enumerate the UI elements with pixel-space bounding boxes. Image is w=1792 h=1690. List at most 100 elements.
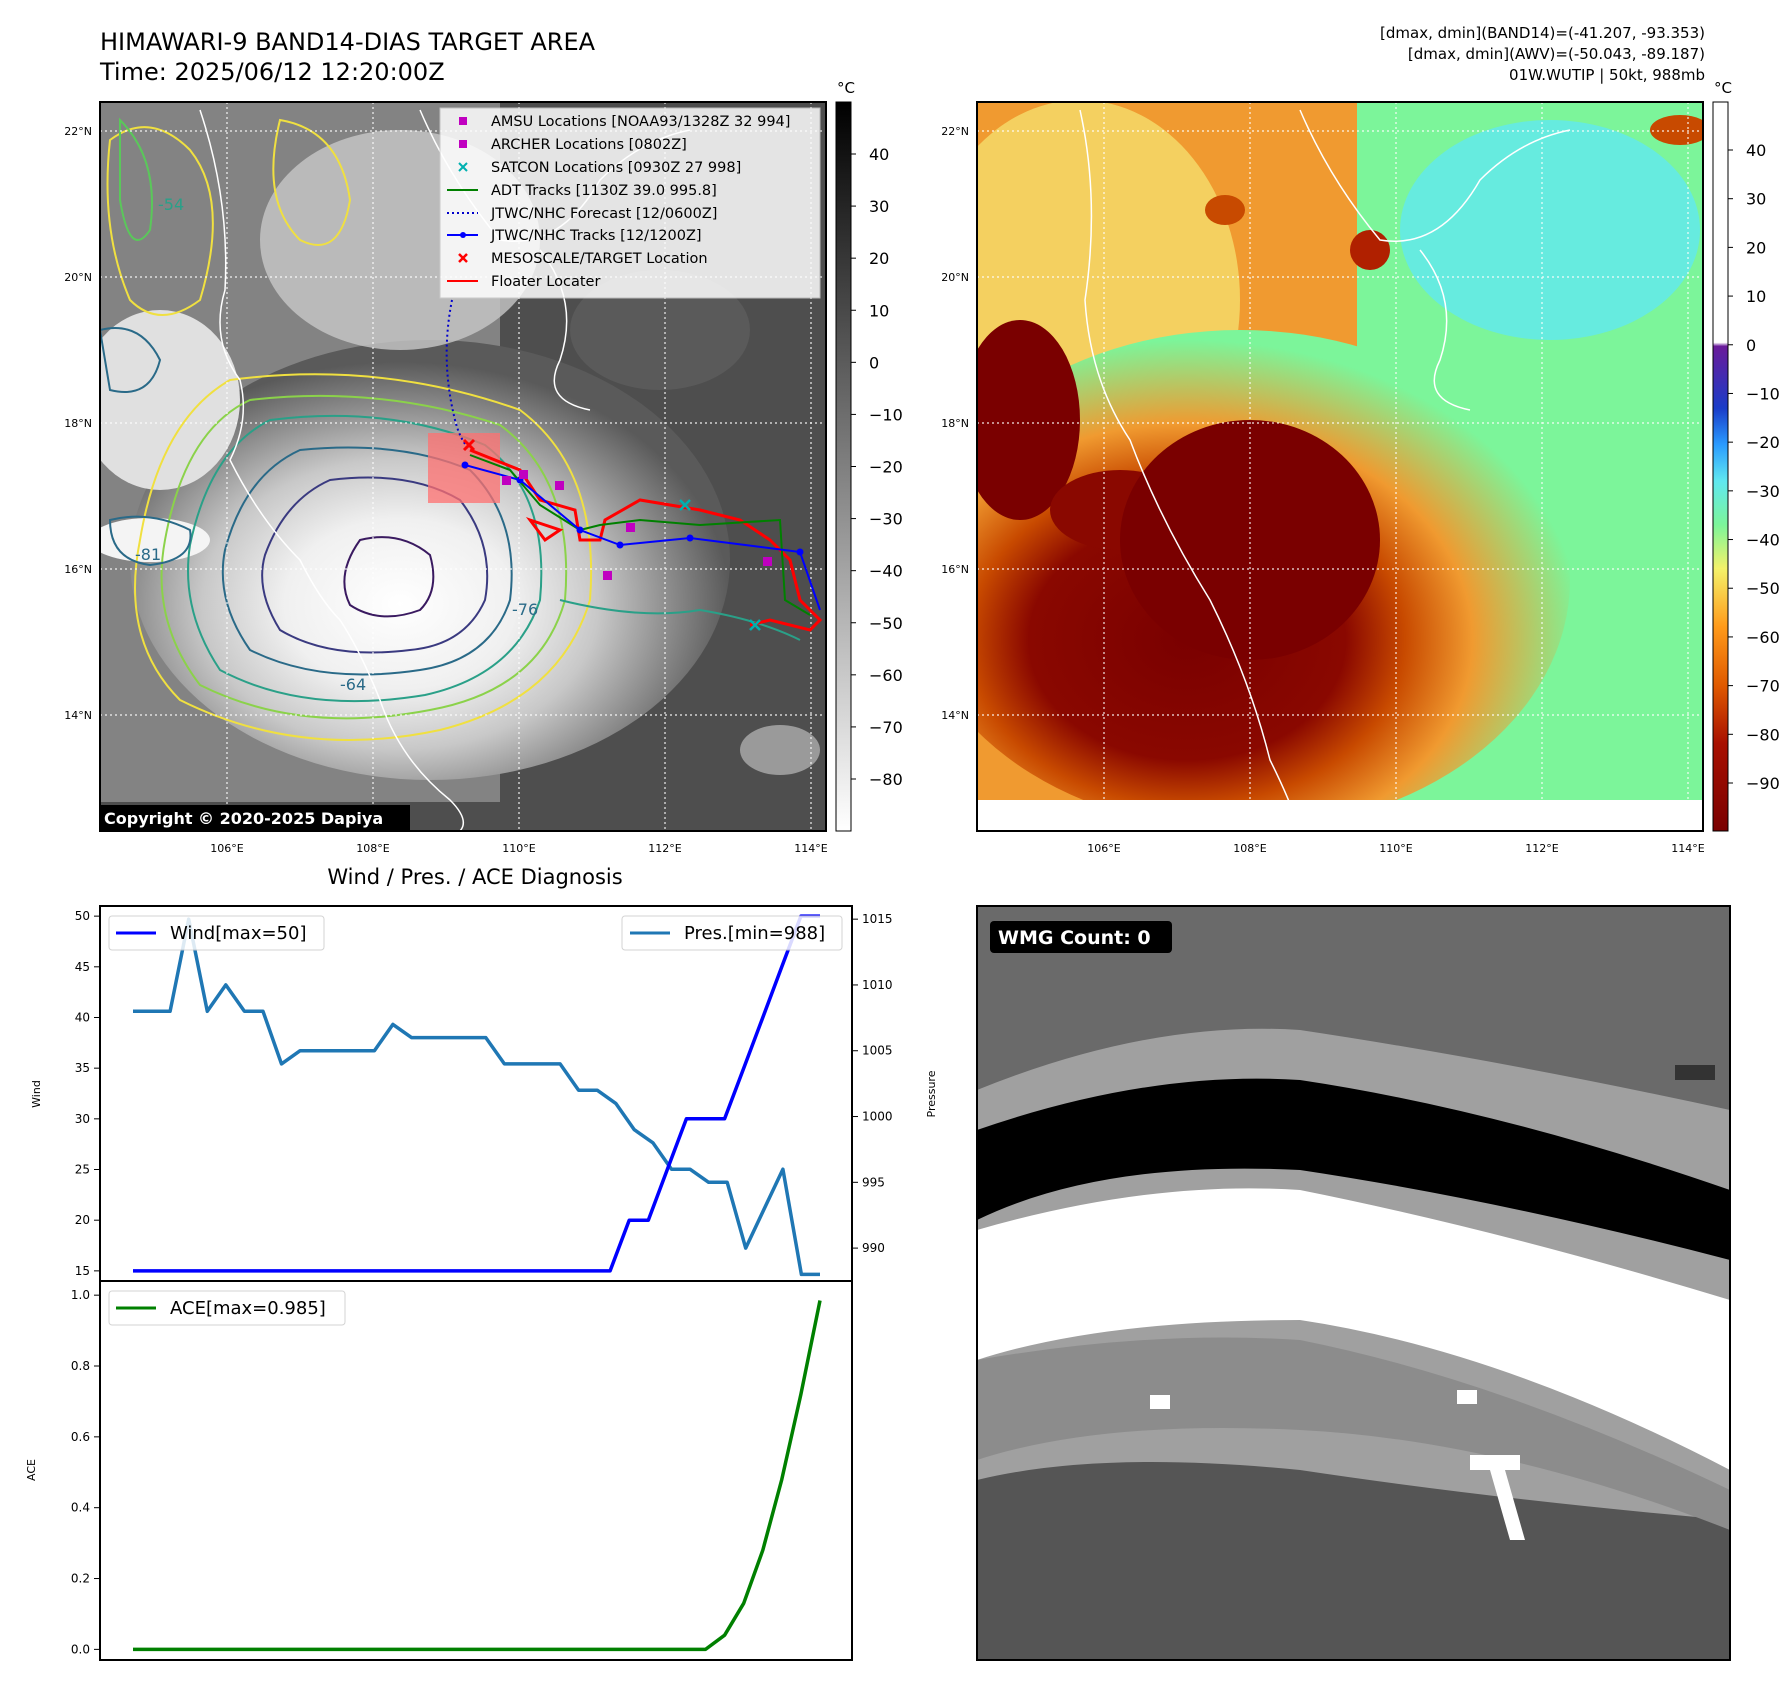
wind-tick-label: 45 — [75, 960, 90, 974]
colorbar-tick-label: −20 — [1746, 433, 1780, 452]
lat-label: 16°N — [941, 563, 969, 576]
colorbar-tick-label: −50 — [1746, 579, 1780, 598]
legend-item: JTWC/NHC Tracks [12/1200Z] — [490, 228, 702, 244]
lat-label: 20°N — [941, 271, 969, 284]
stats-band14: [dmax, dmin](BAND14)=(-41.207, -93.353) — [1380, 24, 1705, 42]
colorbar-unit: °C — [1714, 79, 1732, 97]
contour-label: -54 — [158, 195, 184, 214]
colorbar-unit: °C — [837, 79, 855, 97]
wmg-panel: WMG Count: 0 — [976, 905, 1731, 1661]
pressure-series-line — [133, 917, 820, 1277]
wind-legend: Wind[max=50] — [108, 915, 325, 951]
legend-item: SATCON Locations [0930Z 27 998] — [491, 160, 741, 176]
colorbar-tick-label: −10 — [1746, 384, 1780, 403]
colorbar-tick-label: 10 — [1746, 287, 1766, 306]
pressure-tick-label: 1000 — [862, 1110, 893, 1124]
pressure-axis-label: Pressure — [925, 1070, 938, 1117]
lat-label: 22°N — [64, 125, 92, 138]
colorbar-tick-label: −10 — [869, 405, 903, 424]
colorbar-tick-label: 20 — [869, 249, 889, 268]
colorbar-tick-label: 20 — [1746, 238, 1766, 257]
pressure-tick-label: 995 — [862, 1175, 885, 1189]
colorbar-awv: °C 40 30 20 10 0 −10 −20 −30 −40 −50 −60 −70 −80 −90 — [1712, 79, 1780, 832]
colorbar-tick-label: −80 — [1746, 725, 1780, 744]
wind-tick-label: 30 — [75, 1112, 90, 1126]
map-band14: -54 -64 -76 -81 Copyright © 2020-2025 Da… — [64, 79, 903, 855]
stats-storm: 01W.WUTIP | 50kt, 988mb — [1509, 66, 1705, 84]
legend-item: AMSU Locations [NOAA93/1328Z 32 994] — [491, 114, 790, 130]
colorbar-tick-label: −60 — [869, 666, 903, 685]
lon-label: 114°E — [1671, 842, 1704, 855]
pressure-tick-label: 1010 — [862, 978, 893, 992]
map-legend: AMSU Locations [NOAA93/1328Z 32 994] ARC… — [439, 107, 821, 299]
wind-series-line — [133, 914, 820, 1273]
ace-series-line — [133, 1300, 822, 1652]
colorbar-tick-label: −90 — [1746, 774, 1780, 793]
lat-label: 18°N — [64, 417, 92, 430]
wind-tick-label: 35 — [75, 1061, 90, 1075]
lon-label: 112°E — [648, 842, 681, 855]
wind-axis-label: Wind — [30, 1080, 43, 1108]
figure-time: Time: 2025/06/12 12:20:00Z — [99, 58, 445, 86]
wmg-count-label: WMG Count: 0 — [998, 927, 1151, 949]
ace-tick-label: 0.0 — [71, 1642, 90, 1656]
ace-legend: ACE[max=0.985] — [108, 1290, 346, 1326]
ace-tick-label: 0.4 — [71, 1501, 90, 1515]
stats-awv: [dmax, dmin](AWV)=(-50.043, -89.187) — [1408, 45, 1705, 63]
ace-tick-label: 0.2 — [71, 1572, 90, 1586]
lat-label: 18°N — [941, 417, 969, 430]
legend-item: MESOSCALE/TARGET Location — [491, 251, 708, 267]
diagnosis-title: Wind / Pres. / ACE Diagnosis — [327, 865, 622, 889]
colorbar-tick-label: −30 — [869, 510, 903, 529]
ace-legend-label: ACE[max=0.985] — [170, 1298, 326, 1319]
legend-item: ADT Tracks [1130Z 39.0 995.8] — [491, 183, 717, 199]
map-awv: 22°N 20°N 18°N 16°N 14°N 106°E 108°E 110… — [941, 79, 1780, 855]
colorbar-tick-label: −20 — [869, 458, 903, 477]
lon-label: 112°E — [1525, 842, 1558, 855]
pressure-legend-label: Pres.[min=988] — [684, 923, 825, 944]
lon-label: 106°E — [1087, 842, 1120, 855]
colorbar-band14: °C 40 30 20 10 0 −10 −20 −30 −40 −50 −60 −70 −80 — [835, 79, 903, 832]
colorbar-tick-label: −70 — [1746, 677, 1780, 696]
colorbar-tick-label: −40 — [869, 562, 903, 581]
colorbar-tick-label: −70 — [869, 718, 903, 737]
contour-label: -81 — [135, 545, 161, 564]
lon-label: 114°E — [794, 842, 827, 855]
wind-tick-label: 40 — [75, 1010, 90, 1024]
copyright-label: Copyright © 2020-2025 Dapiya — [104, 809, 383, 828]
pressure-tick-label: 1005 — [862, 1044, 893, 1058]
pressure-legend: Pres.[min=988] — [621, 915, 843, 951]
legend-item: ARCHER Locations [0802Z] — [491, 137, 687, 153]
colorbar-tick-label: 0 — [869, 353, 879, 372]
contour-label: -64 — [340, 675, 366, 694]
colorbar-tick-label: 10 — [869, 301, 889, 320]
wind-tick-label: 15 — [75, 1264, 90, 1278]
colorbar-tick-label: −40 — [1746, 531, 1780, 550]
colorbar-tick-label: 30 — [869, 197, 889, 216]
wind-tick-label: 20 — [75, 1213, 90, 1227]
lon-label: 106°E — [210, 842, 243, 855]
ace-tick-label: 0.8 — [71, 1359, 90, 1373]
lat-label: 14°N — [941, 709, 969, 722]
lat-label: 20°N — [64, 271, 92, 284]
colorbar-tick-label: −50 — [869, 614, 903, 633]
colorbar-tick-label: 30 — [1746, 190, 1766, 209]
colorbar-tick-label: 40 — [869, 145, 889, 164]
lat-label: 16°N — [64, 563, 92, 576]
colorbar-tick-label: 0 — [1746, 336, 1756, 355]
colorbar-tick-label: −30 — [1746, 482, 1780, 501]
ace-chart: ACE 0.0 0.2 0.4 0.6 0.8 1.0 ACE[max=0.985] — [25, 1280, 853, 1661]
wind-pressure-chart: Wind Pressure 15 20 25 30 35 40 45 50 990 995 1000… — [30, 905, 938, 1282]
lon-label: 108°E — [1233, 842, 1266, 855]
contour-label: -76 — [512, 600, 538, 619]
colorbar-tick-label: −60 — [1746, 628, 1780, 647]
wind-legend-label: Wind[max=50] — [170, 923, 307, 944]
ace-axis-label: ACE — [25, 1459, 38, 1481]
lon-label: 110°E — [1379, 842, 1412, 855]
wind-tick-label: 50 — [75, 909, 90, 923]
legend-item: JTWC/NHC Forecast [12/0600Z] — [490, 206, 717, 222]
lon-label: 110°E — [502, 842, 535, 855]
ace-tick-label: 1.0 — [71, 1288, 90, 1302]
legend-item: Floater Locater — [491, 274, 600, 290]
